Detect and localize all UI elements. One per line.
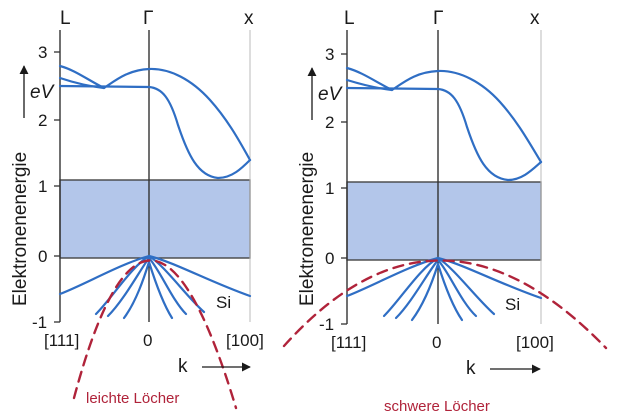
label-L: L <box>60 8 71 29</box>
y-unit: eV <box>30 82 56 103</box>
x-tick-0: 0 <box>432 333 441 352</box>
y-tick-3: 3 <box>38 43 47 62</box>
light-holes-label: leichte Löcher <box>86 390 179 407</box>
label-gamma: Γ <box>143 8 153 29</box>
y-tick-minus1: -1 <box>32 313 47 332</box>
valence-band-inner <box>122 260 174 320</box>
x-tick-100: [100] <box>226 331 264 350</box>
y-tick-minus1: -1 <box>319 315 334 334</box>
band-gap-region <box>59 179 251 259</box>
x-axis-title: k <box>178 356 188 377</box>
y-tick-1: 1 <box>38 177 47 196</box>
x-tick-100: [100] <box>516 333 554 352</box>
x-tick-111: [111] <box>331 333 366 352</box>
label-gamma: Γ <box>433 8 443 29</box>
valence-band-inner <box>410 262 464 322</box>
heavy-hole-parabola <box>282 259 608 350</box>
material-label: Si <box>216 293 231 312</box>
material-label: Si <box>505 295 520 314</box>
conduction-band-lower <box>345 86 543 182</box>
valence-band-heavy-hole <box>382 256 496 318</box>
x-axis-title: k <box>466 358 476 379</box>
label-x: x <box>244 8 254 29</box>
y-tick-0: 0 <box>325 249 334 268</box>
y-tick-2: 2 <box>325 113 334 132</box>
valence-band-light-hole <box>394 258 478 320</box>
label-L: L <box>344 8 355 29</box>
left-panel: L Γ x 3 2 1 0 -1 eV Elektronenenergie <box>10 8 264 410</box>
y-axis-title: Elektronenenergie <box>297 152 318 306</box>
heavy-holes-label: schwere Löcher <box>384 398 490 415</box>
x-tick-0: 0 <box>143 331 152 350</box>
band-gap-region <box>346 181 542 261</box>
right-panel: L Γ x 3 2 1 0 -1 eV Elektronenenergie Si… <box>282 8 608 415</box>
x-tick-111: [111] <box>44 331 79 350</box>
y-tick-3: 3 <box>325 45 334 64</box>
y-axis-title: Elektronenenergie <box>10 152 31 306</box>
conduction-band-lower <box>58 84 252 180</box>
light-hole-parabola <box>72 259 238 410</box>
conduction-band-upper <box>58 64 252 162</box>
conduction-band-upper <box>345 66 543 164</box>
y-tick-2: 2 <box>38 111 47 130</box>
y-tick-1: 1 <box>325 179 334 198</box>
label-x: x <box>530 8 540 29</box>
y-unit: eV <box>318 84 344 105</box>
valence-band-light-hole <box>106 256 188 318</box>
y-tick-0: 0 <box>38 247 47 266</box>
